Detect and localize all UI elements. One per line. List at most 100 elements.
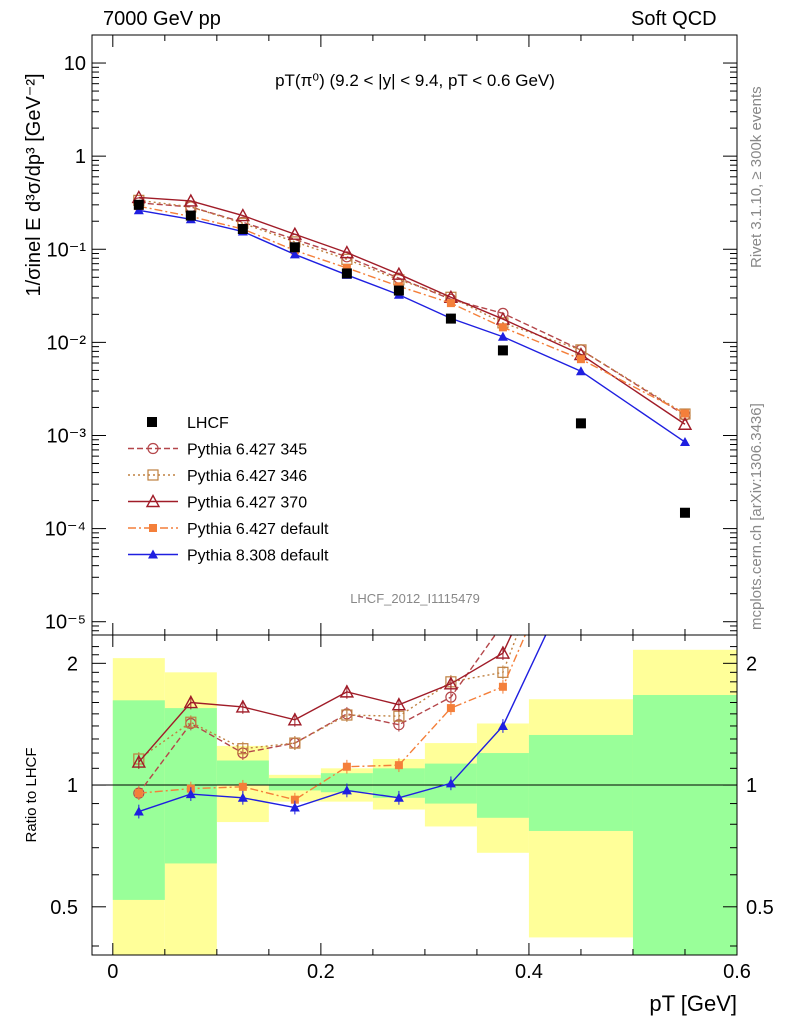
ratio-point [498,682,507,691]
header-energy-label: 7000 GeV pp [103,8,221,30]
ratio-point [235,699,251,713]
y-tick-label: 10⁻⁵ [45,612,86,634]
legend-label: Pythia 6.427 346 [187,468,307,485]
main-frame [91,34,738,636]
data-point [341,268,352,279]
legend-label: Pythia 6.427 345 [187,442,307,459]
ratio-tick-label-right: 2 [746,653,757,675]
band-inner-bin [268,778,321,791]
ratio-series-line [138,635,527,801]
ratio-tick-label-left: 1 [67,775,78,797]
series-line [138,205,686,415]
ratio-series-layer [131,635,547,819]
ratio-point [497,720,508,730]
legend-label: LHCF [187,415,229,432]
series-point [287,226,303,240]
series-point [575,366,586,376]
ratio-point [495,645,511,659]
series-point [497,331,508,341]
ratio-point [287,712,303,726]
ratio-point [183,695,199,709]
ratio-point [237,792,248,802]
series-point [679,437,690,447]
ratio-point [339,684,355,698]
analysis-id-label: LHCF_2012_I1115479 [350,591,480,606]
tick-marks: 0 0.2 0.4 0.6 10 1 10⁻¹ 10⁻² 10⁻³ 10⁻⁴ 10⁻⁵ 2 2 1 1 0.5… [45,34,774,983]
band-inner-bin [320,773,373,793]
data-point [133,199,144,210]
data-point [289,242,300,253]
data-point [679,507,690,518]
data-point [393,285,404,296]
series-point [342,263,351,272]
ratio-point [131,754,146,768]
series-point [289,249,300,259]
band-inner-bin [528,734,633,831]
ratio-point [237,743,249,755]
ratio-point [443,676,459,690]
ratio-point [289,802,300,812]
ratio-tick-label-left: 2 [67,653,78,675]
legend-marker [148,549,158,559]
y-tick-label: 10 [64,53,86,75]
series-point [391,266,407,280]
x-tick-label: 0.6 [723,961,751,983]
y-tick-label: 10⁻² [47,332,87,354]
data-point [445,313,456,324]
series-line [138,202,686,416]
ratio-point [393,792,404,802]
series-point [183,193,199,207]
series-line [138,199,686,415]
ratio-series-line [138,635,513,763]
y-tick-label: 10⁻⁴ [45,519,86,541]
ratio-point [341,785,352,795]
header-category-label: Soft QCD [631,8,717,30]
ratio-point [134,789,143,798]
legend-marker [147,442,159,455]
legend-label: Pythia 6.427 370 [187,495,307,512]
ratio-point [185,716,197,728]
y-tick-label: 1 [75,146,86,168]
axes [91,34,738,956]
ratio-tick-label-left: 0.5 [50,897,78,919]
ratio-point [446,704,455,713]
series-point [339,245,355,259]
ratio-point [133,806,144,816]
data-point [185,210,196,221]
band-inner-bin [632,694,737,955]
legend-marker [147,469,159,481]
data-point [497,345,508,356]
series-point [680,409,689,418]
ratio-point [445,778,456,788]
legend-label: Pythia 6.427 default [187,521,329,538]
ratio-tick-label-right: 0.5 [746,897,774,919]
x-tick-label: 0 [107,961,118,983]
ratio-point [342,762,351,771]
main-series-layer [131,189,693,447]
lhcf-data-points [133,199,690,518]
data-point [575,418,586,429]
legend-label: Pythia 8.308 default [187,548,329,565]
ratio-point [290,795,299,804]
chart-text: pT(π⁰) (9.2 < |y| < 9.4, pT < 0.6 GeV) LH… [23,71,737,1016]
legend: LHCF Pythia 6.427 345 Pythia 6.427 346 Pyth… [128,415,329,565]
chart-title: pT(π⁰) (9.2 < |y| < 9.4, pT < 0.6 GeV) [275,71,555,90]
y-tick-label: 10⁻³ [47,425,87,447]
series-line [138,196,686,425]
y-axis-label: 1/σinel E d³σ/dp³ [GeV⁻²] [23,73,45,296]
x-tick-label: 0.2 [307,961,335,983]
ratio-axis-label: Ratio to LHCF [23,747,40,842]
legend-marker [149,524,157,532]
x-axis-label: pT [GeV] [649,991,737,1016]
ratio-point [341,709,353,721]
band-inner-bin [112,700,165,900]
ratio-point [289,737,301,749]
y-tick-label: 10⁻¹ [47,239,87,261]
ratio-point [238,782,247,791]
series-line [138,209,686,443]
ratio-series-line [138,635,547,813]
ratio-point [497,666,509,678]
ratio-tick-label-right: 1 [746,775,757,797]
data-point [237,224,248,235]
